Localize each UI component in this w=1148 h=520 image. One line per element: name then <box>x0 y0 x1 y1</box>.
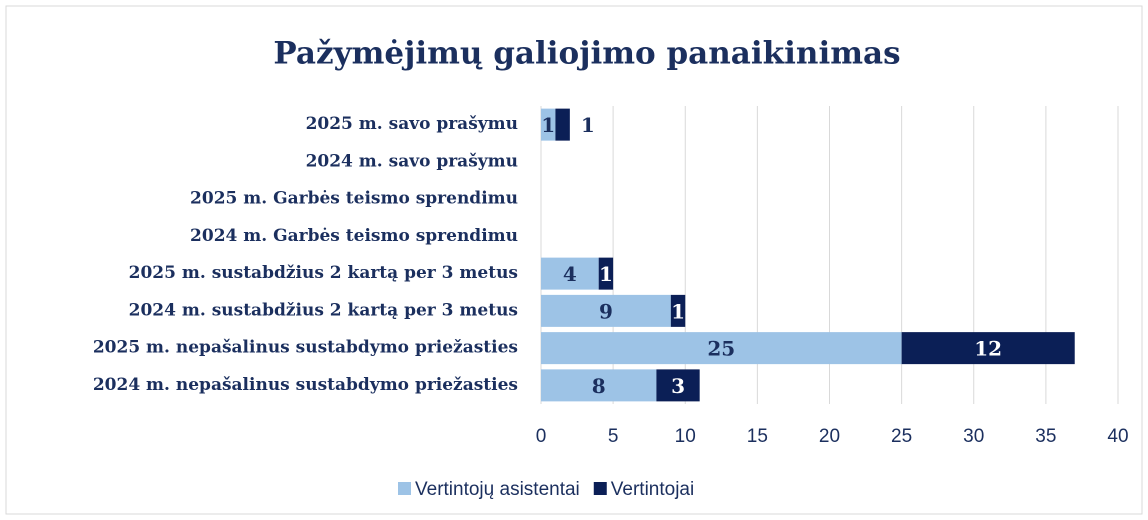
category-label: 2024 m. savo prašymu <box>306 151 518 171</box>
category-label: 2024 m. nepašalinus sustabdymo priežasti… <box>93 375 518 395</box>
bar-segment <box>670 294 686 327</box>
legend-swatch <box>593 482 607 495</box>
x-tick-label: 15 <box>747 426 768 447</box>
value-label: 25 <box>707 337 735 361</box>
legend-label: Vertintojų asistentai <box>415 479 580 500</box>
bar-segment <box>541 294 671 327</box>
bar-segment <box>656 369 700 402</box>
value-label: 1 <box>581 113 595 137</box>
x-tick-label: 0 <box>536 426 547 447</box>
bar-segment <box>541 369 657 402</box>
value-label: 12 <box>974 337 1002 361</box>
bar-segment <box>541 108 556 141</box>
bar-segment <box>541 332 902 365</box>
value-label: 1 <box>599 262 613 286</box>
x-tick-label: 30 <box>963 426 984 447</box>
category-label: 2025 m. sustabdžius 2 kartą per 3 metus <box>129 263 518 283</box>
bar-segment <box>541 257 599 290</box>
category-label: 2024 m. Garbės teismo sprendimu <box>190 226 518 246</box>
x-tick-label: 40 <box>1107 426 1128 447</box>
value-label: 1 <box>671 299 685 323</box>
bar-segment <box>555 108 570 141</box>
chart-title: Pažymėjimų galiojimo panaikinimas <box>273 36 900 72</box>
x-tick-label: 10 <box>675 426 696 447</box>
value-label: 9 <box>599 299 613 323</box>
value-label: 1 <box>541 113 555 137</box>
value-label: 3 <box>671 374 685 398</box>
bar-segment <box>901 332 1075 365</box>
category-label: 2024 m. sustabdžius 2 kartą per 3 metus <box>129 300 518 320</box>
legend-swatch <box>398 482 411 495</box>
value-label: 8 <box>592 374 606 398</box>
x-tick-label: 20 <box>819 426 840 447</box>
x-tick-label: 35 <box>1035 426 1056 447</box>
x-tick-label: 25 <box>891 426 912 447</box>
legend-label: Vertintojai <box>611 479 694 500</box>
bar-segment <box>598 257 614 290</box>
category-label: 2025 m. savo prašymu <box>306 114 518 134</box>
category-label: 2025 m. nepašalinus sustabdymo priežasti… <box>93 338 518 358</box>
category-label: 2025 m. Garbės teismo sprendimu <box>190 189 518 209</box>
value-label: 4 <box>563 262 577 286</box>
x-tick-label: 5 <box>608 426 619 447</box>
